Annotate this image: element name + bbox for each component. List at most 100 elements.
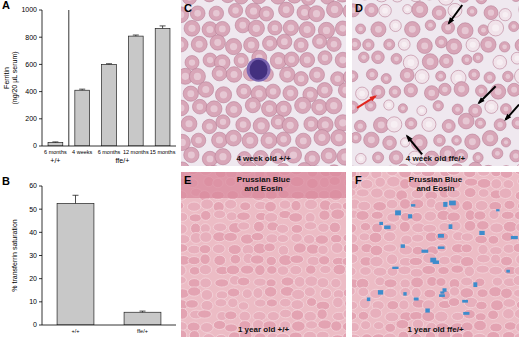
red-cell-center xyxy=(408,87,414,93)
red-cell-center xyxy=(322,121,329,128)
smear-background xyxy=(181,0,346,166)
red-cell-center xyxy=(446,123,452,129)
red-cell xyxy=(266,84,281,99)
tissue-cell xyxy=(439,256,451,265)
red-cell xyxy=(465,134,480,149)
tissue-cell xyxy=(452,312,464,320)
red-cell-center xyxy=(469,138,476,145)
red-cell-center xyxy=(387,42,392,47)
red-cell-center xyxy=(470,9,474,13)
tissue-cell xyxy=(265,201,277,211)
red-cell-center xyxy=(187,90,194,97)
tissue-cell xyxy=(189,331,199,337)
tissue-cell xyxy=(188,257,200,265)
tissue-cell xyxy=(228,298,238,308)
tissue-cell xyxy=(490,323,502,332)
tissue-cell xyxy=(501,211,514,219)
red-cell xyxy=(442,21,455,34)
red-cell-center xyxy=(492,24,499,31)
tissue-cell xyxy=(464,178,478,186)
red-cell xyxy=(371,22,386,37)
white-cell xyxy=(247,58,271,82)
red-cell xyxy=(516,164,519,166)
tissue-cell xyxy=(306,298,316,307)
red-cell-center xyxy=(420,108,424,112)
red-cell xyxy=(481,37,496,52)
red-cell xyxy=(343,70,346,84)
tissue-cell xyxy=(317,278,329,288)
tissue-cell xyxy=(343,233,346,242)
tissue-cell xyxy=(387,176,401,187)
red-cell xyxy=(354,120,366,132)
red-cell xyxy=(514,68,519,84)
tissue-cell xyxy=(213,223,227,232)
red-cell-center xyxy=(443,0,450,1)
tissue-cell xyxy=(331,243,343,254)
red-cell xyxy=(262,101,278,117)
red-cell-center xyxy=(382,8,388,14)
red-cell-center xyxy=(353,135,358,140)
tissue-cell xyxy=(200,232,212,243)
tissue-cell xyxy=(199,245,211,254)
tissue-cell xyxy=(501,256,513,266)
stain-label: and Eosin xyxy=(244,184,282,193)
iron-deposit xyxy=(462,300,468,303)
iron-deposit xyxy=(401,244,405,248)
y-tick xyxy=(39,186,42,187)
red-cell xyxy=(374,0,388,2)
tissue-cell xyxy=(264,212,277,222)
tissue-cell xyxy=(254,278,267,286)
red-cell-center xyxy=(230,106,237,113)
red-cell-center xyxy=(404,72,410,78)
tissue-cell xyxy=(212,244,225,254)
red-cell xyxy=(415,163,428,166)
arrow-head xyxy=(406,135,413,142)
red-cell-center xyxy=(479,0,484,1)
tissue-cell xyxy=(303,234,314,244)
tissue-cell xyxy=(492,277,502,286)
red-cell xyxy=(220,0,236,3)
tissue-cell xyxy=(181,213,188,222)
tissue-cell xyxy=(344,299,346,308)
tissue-cell xyxy=(475,313,486,321)
red-cell-center xyxy=(403,140,407,144)
tissue-cell xyxy=(352,301,358,309)
tissue-cell xyxy=(186,300,199,308)
red-cell-center xyxy=(307,91,314,98)
y-tick xyxy=(39,278,42,279)
tissue-cell xyxy=(318,223,329,232)
red-cell xyxy=(300,52,315,67)
tissue-cell xyxy=(503,180,514,189)
y-tick xyxy=(39,209,42,210)
red-cell-center xyxy=(314,71,321,78)
red-cell-center xyxy=(219,26,226,33)
tissue-cell xyxy=(352,234,358,244)
tissue-cell xyxy=(410,311,423,320)
tissue-cell xyxy=(329,222,340,233)
tissue-cell xyxy=(203,334,215,337)
red-cell-center xyxy=(442,87,448,93)
red-cell-center xyxy=(304,57,311,64)
tissue-cell xyxy=(373,322,383,330)
red-cell-center xyxy=(451,43,458,50)
tissue-cell xyxy=(375,177,386,187)
tissue-cell xyxy=(213,320,225,329)
iron-deposit xyxy=(496,209,499,211)
red-cell xyxy=(215,149,231,165)
tissue-cell xyxy=(387,172,398,176)
red-cell xyxy=(206,166,221,167)
tissue-cell xyxy=(518,202,519,211)
red-cell xyxy=(397,164,410,166)
group-label: +/+ xyxy=(50,157,60,164)
tissue-cell xyxy=(304,222,317,230)
red-cell xyxy=(379,4,392,17)
y-axis-label: Ferritin xyxy=(3,67,10,89)
red-cell-center xyxy=(330,102,337,109)
tissue-cell xyxy=(303,331,316,337)
red-cell-center xyxy=(309,155,316,162)
red-cell xyxy=(276,101,291,116)
tissue-cell xyxy=(383,223,397,232)
micrograph xyxy=(181,172,346,337)
tissue-cell xyxy=(199,264,211,274)
tissue-cell xyxy=(333,264,346,275)
